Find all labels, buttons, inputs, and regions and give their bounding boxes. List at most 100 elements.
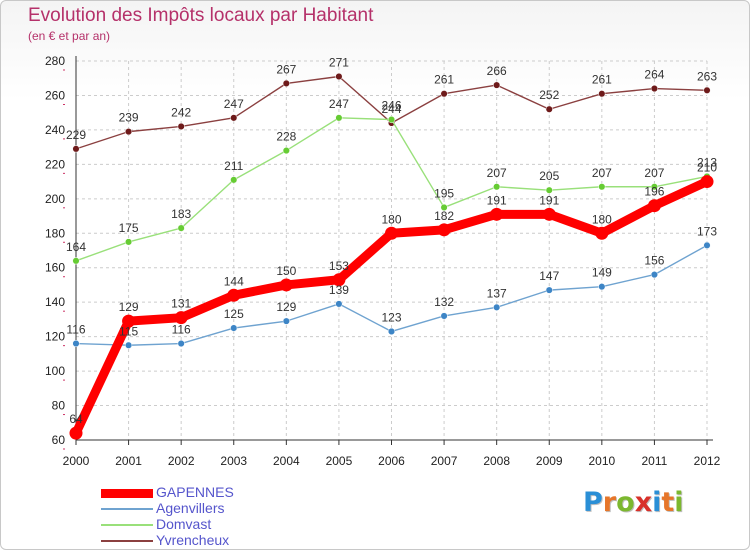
data-point-agenvillers [177, 339, 185, 348]
x-tick-label: 2006 [378, 454, 405, 468]
data-point-yvrencheux [125, 128, 133, 136]
data-label-gapennes: 64 [69, 412, 83, 426]
y-tick-label: 80 [52, 399, 66, 413]
data-point-gapennes [279, 278, 293, 292]
data-label-gapennes: 153 [329, 259, 349, 273]
legend-label-yvrencheux: Yvrencheux [156, 532, 230, 548]
legend-item-agenvillers: Agenvillers [101, 500, 401, 517]
x-tick-label: 2011 [642, 454, 668, 468]
data-point-domvast [72, 257, 80, 265]
legend-item-gapennes: GAPENNES [101, 484, 401, 501]
y-tick-label: 100 [45, 364, 65, 378]
data-point-agenvillers [387, 327, 396, 336]
data-point-agenvillers [282, 317, 290, 325]
data-label-yvrencheux: 261 [434, 73, 454, 87]
data-label-agenvillers: 116 [172, 323, 191, 337]
data-label-domvast: 228 [276, 130, 296, 144]
data-label-yvrencheux: 252 [539, 88, 559, 102]
data-point-agenvillers [440, 312, 448, 320]
data-label-agenvillers: 173 [697, 224, 717, 238]
data-label-domvast: 247 [329, 97, 349, 111]
data-point-gapennes [332, 273, 346, 287]
data-point-domvast [493, 183, 501, 191]
data-label-domvast: 183 [171, 207, 191, 221]
data-label-domvast: 213 [697, 155, 717, 169]
data-label-domvast: 211 [224, 159, 243, 173]
data-label-yvrencheux: 264 [644, 68, 664, 82]
legend-swatch-yvrencheux [101, 540, 153, 542]
data-point-gapennes [174, 311, 188, 325]
data-label-agenvillers: 147 [539, 269, 559, 283]
data-point-yvrencheux [545, 105, 553, 113]
y-tick-label: 120 [45, 330, 65, 344]
data-label-gapennes: 129 [119, 300, 139, 314]
data-point-gapennes [122, 314, 136, 328]
data-label-gapennes: 180 [592, 212, 612, 226]
data-label-yvrencheux: 244 [381, 102, 401, 116]
x-tick-label: 2010 [588, 454, 615, 468]
data-point-gapennes [542, 207, 556, 221]
data-label-agenvillers: 132 [434, 295, 454, 309]
y-tick-label: 140 [45, 295, 65, 309]
data-point-yvrencheux [177, 122, 185, 131]
logo-letter: r [602, 487, 617, 518]
logo-letter: x [634, 487, 653, 518]
data-label-gapennes: 196 [644, 185, 664, 199]
x-tick-label: 2003 [220, 454, 247, 468]
data-label-domvast: 207 [592, 166, 612, 180]
data-point-yvrencheux [598, 90, 606, 98]
data-point-gapennes [437, 223, 451, 237]
logo-letter: o [616, 487, 635, 518]
legend-item-domvast: Domvast [101, 516, 401, 533]
y-tick-label: 60 [52, 433, 66, 447]
data-point-yvrencheux [230, 114, 238, 122]
data-label-yvrencheux: 271 [329, 56, 349, 70]
data-point-domvast [545, 186, 553, 194]
data-point-gapennes [647, 199, 661, 213]
data-point-agenvillers [72, 339, 80, 348]
data-point-gapennes [227, 288, 241, 302]
data-label-agenvillers: 116 [66, 323, 85, 337]
data-label-yvrencheux: 267 [276, 62, 296, 76]
data-point-domvast [230, 176, 238, 184]
data-label-domvast: 164 [66, 240, 86, 254]
legend: GAPENNES Agenvillers Domvast Yvrencheux [101, 484, 401, 549]
data-point-gapennes [385, 226, 398, 240]
data-label-yvrencheux: 263 [697, 69, 717, 83]
data-label-domvast: 207 [487, 166, 507, 180]
data-label-yvrencheux: 266 [487, 64, 507, 78]
data-point-gapennes [490, 207, 504, 221]
x-tick-label: 2004 [273, 454, 300, 468]
data-label-agenvillers: 125 [224, 307, 244, 321]
data-label-gapennes: 150 [276, 264, 296, 278]
data-point-agenvillers [703, 241, 711, 249]
y-tick-label: 260 [45, 88, 65, 102]
data-label-domvast: 205 [539, 169, 559, 183]
data-label-yvrencheux: 261 [592, 73, 612, 87]
data-point-agenvillers [230, 324, 238, 332]
data-point-yvrencheux [650, 85, 658, 93]
data-point-yvrencheux [703, 86, 711, 94]
data-label-gapennes: 144 [224, 274, 244, 288]
data-labels: 229 239 242 247 267 271 244 261 266 252 261 264 263 1… [66, 56, 717, 427]
legend-item-yvrencheux: Yvrencheux [101, 532, 401, 549]
proxiti-logo: Proxiti [583, 487, 684, 518]
x-tick-label: 2002 [168, 454, 195, 468]
y-tick-label: 240 [45, 123, 65, 137]
chart-title: Evolution des Impôts locaux par Habitant [28, 5, 374, 26]
chart-subtitle: (en € et par an) [28, 29, 111, 43]
data-point-agenvillers [650, 271, 658, 279]
data-label-gapennes: 210 [697, 161, 717, 175]
data-point-agenvillers [493, 303, 501, 311]
series-lines [69, 72, 714, 440]
data-point-gapennes [595, 226, 609, 240]
data-point-domvast [125, 238, 133, 246]
data-label-gapennes: 191 [487, 193, 507, 207]
y-tick-label: 280 [45, 54, 65, 68]
x-tick-label: 2008 [483, 454, 510, 468]
data-label-yvrencheux: 229 [66, 128, 86, 142]
logo-letter: i [652, 487, 662, 518]
data-label-gapennes: 182 [434, 209, 454, 223]
legend-swatch-gapennes [101, 488, 153, 498]
